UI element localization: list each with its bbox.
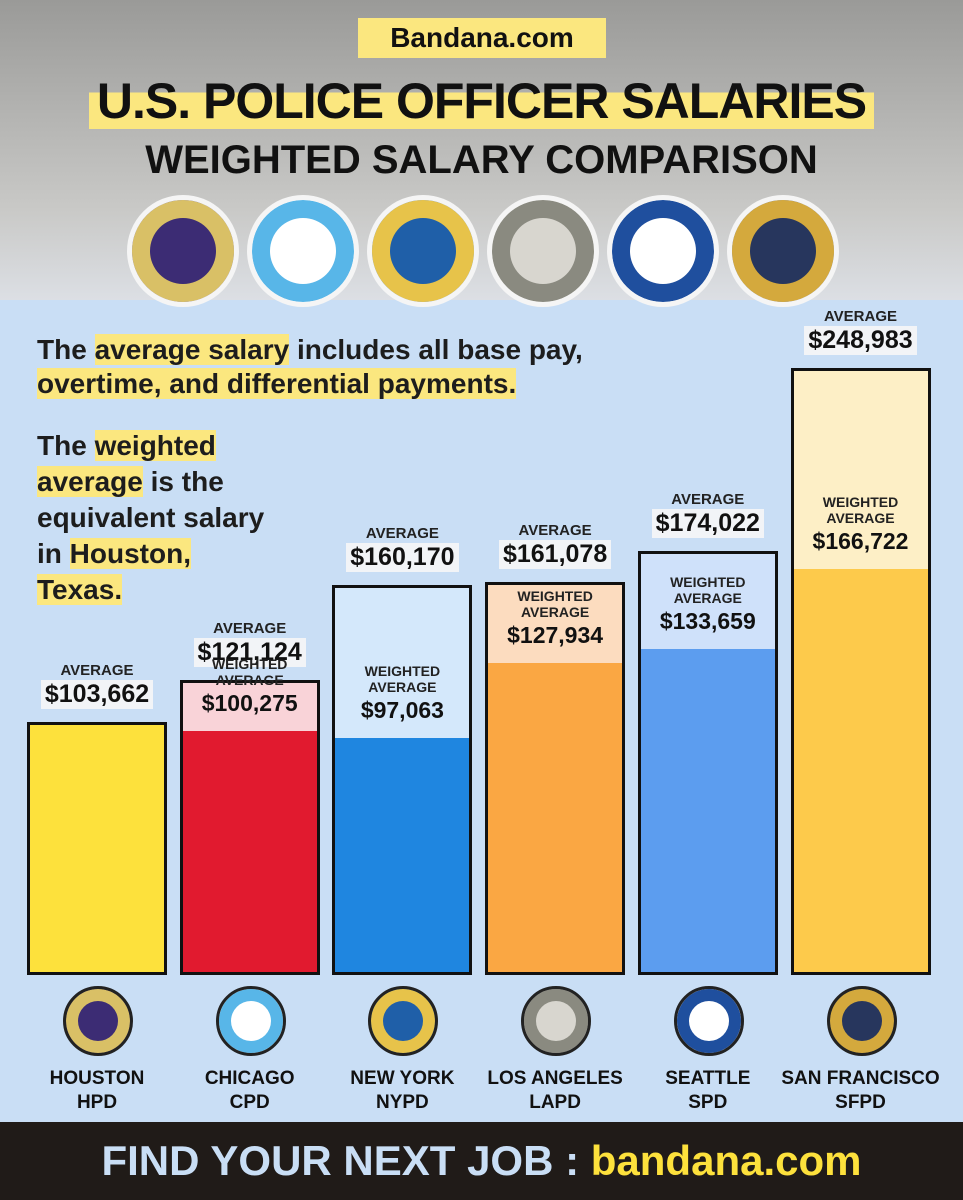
weighted-value: $166,722 — [791, 528, 931, 555]
note: The average salary includes all base pay… — [37, 333, 737, 401]
logo — [487, 195, 599, 307]
note-highlight: average salary — [94, 334, 290, 365]
x-tick-label: LOS ANGELES — [487, 1068, 623, 1089]
x-tick-label: LAPD — [529, 1092, 581, 1113]
weighted-bar — [488, 663, 623, 972]
weighted-bar — [182, 730, 317, 972]
weighted-label: WEIGHTED AVERAGE — [822, 493, 899, 526]
average-label: AVERAGE — [671, 490, 745, 508]
average-value: $161,078 — [470, 540, 640, 570]
weighted-label: WEIGHTED AVERAGE — [364, 663, 441, 696]
note-text: includes all base pay, — [289, 334, 583, 365]
note: The weighted average is the equivalent s… — [37, 428, 277, 608]
average-value: $248,983 — [776, 326, 946, 355]
bar — [637, 550, 778, 975]
note-text: The — [37, 430, 95, 461]
weighted-value: $97,063 — [332, 697, 472, 724]
logo — [607, 195, 719, 307]
weighted-bar — [335, 738, 470, 972]
weighted-label: WEIGHTED AVERAGE — [211, 655, 288, 688]
value-label: $100,275 — [201, 689, 298, 716]
average-value: $160,170 — [317, 542, 487, 572]
x-tick-label: SAN FRANCISCO — [781, 1068, 940, 1089]
bar — [790, 368, 931, 975]
value-label: $161,078 — [498, 540, 612, 570]
footer: FIND YOUR NEXT JOB : bandana.com — [0, 1122, 963, 1200]
average-label: AVERAGE — [518, 522, 592, 540]
logo — [247, 195, 359, 307]
value-label: $121,124 — [193, 637, 306, 667]
x-tick-label: CHICAGO — [204, 1068, 295, 1089]
note-text: is the equivalent salary in — [37, 466, 265, 569]
x-tick-label: SPD — [688, 1092, 728, 1113]
value-label: $97,063 — [360, 697, 444, 724]
logo — [127, 195, 239, 307]
weighted-bar — [793, 568, 928, 972]
average-label: AVERAGE — [823, 308, 898, 325]
value-label: $174,022 — [651, 508, 764, 538]
x-tick-label: HPD — [76, 1092, 118, 1113]
weighted-value: $127,934 — [485, 622, 625, 649]
bar — [179, 679, 320, 975]
value-label: $133,659 — [659, 608, 756, 635]
weighted-label: WEIGHTED AVERAGE — [517, 588, 593, 621]
logo — [215, 986, 286, 1056]
weighted-value: $100,275 — [180, 690, 320, 717]
x-tick-label: NEW YORK — [350, 1068, 455, 1089]
value-label: $103,662 — [40, 680, 154, 710]
bar — [332, 584, 473, 975]
footer-text: FIND YOUR NEXT JOB : — [101, 1137, 591, 1184]
bar — [485, 582, 626, 975]
footer-link[interactable]: bandana.com — [590, 1137, 862, 1184]
logo — [63, 986, 133, 1056]
value-label: $248,983 — [804, 326, 917, 355]
chart-title: U.S. POLICE OFFICER SALARIES — [0, 72, 963, 130]
logo — [367, 195, 479, 307]
weighted-label: WEIGHTED AVERAGE — [670, 574, 746, 607]
average-label: AVERAGE — [213, 619, 287, 637]
weighted-value: $133,659 — [638, 608, 778, 635]
weighted-bar — [640, 649, 775, 972]
logo — [826, 986, 897, 1056]
average-label: AVERAGE — [365, 524, 439, 542]
bar — [27, 722, 167, 975]
note-text: The — [37, 334, 95, 365]
x-tick-label: SFPD — [835, 1092, 886, 1113]
logo — [521, 986, 592, 1056]
logo — [727, 195, 839, 307]
x-tick-label: HOUSTON — [49, 1068, 145, 1089]
average-value: $103,662 — [12, 680, 182, 710]
chart-subtitle: WEIGHTED SALARY COMPARISON — [145, 138, 818, 182]
average-value: $174,022 — [623, 508, 793, 538]
x-tick-label: NYPD — [375, 1092, 429, 1113]
note-highlight: overtime, and differential payments. — [37, 368, 517, 399]
value-label: $160,170 — [346, 542, 459, 572]
logo — [673, 986, 744, 1056]
value-label: $166,722 — [812, 527, 909, 554]
average-value: $121,124 — [165, 637, 335, 667]
brand: Bandana.com — [358, 18, 606, 58]
x-tick-label: CPD — [229, 1092, 270, 1113]
value-label: $127,934 — [507, 622, 604, 649]
x-tick-label: SEATTLE — [665, 1068, 751, 1089]
logo — [368, 986, 439, 1056]
title-text: U.S. POLICE OFFICER SALARIES — [88, 73, 875, 129]
average-label: AVERAGE — [60, 662, 134, 680]
